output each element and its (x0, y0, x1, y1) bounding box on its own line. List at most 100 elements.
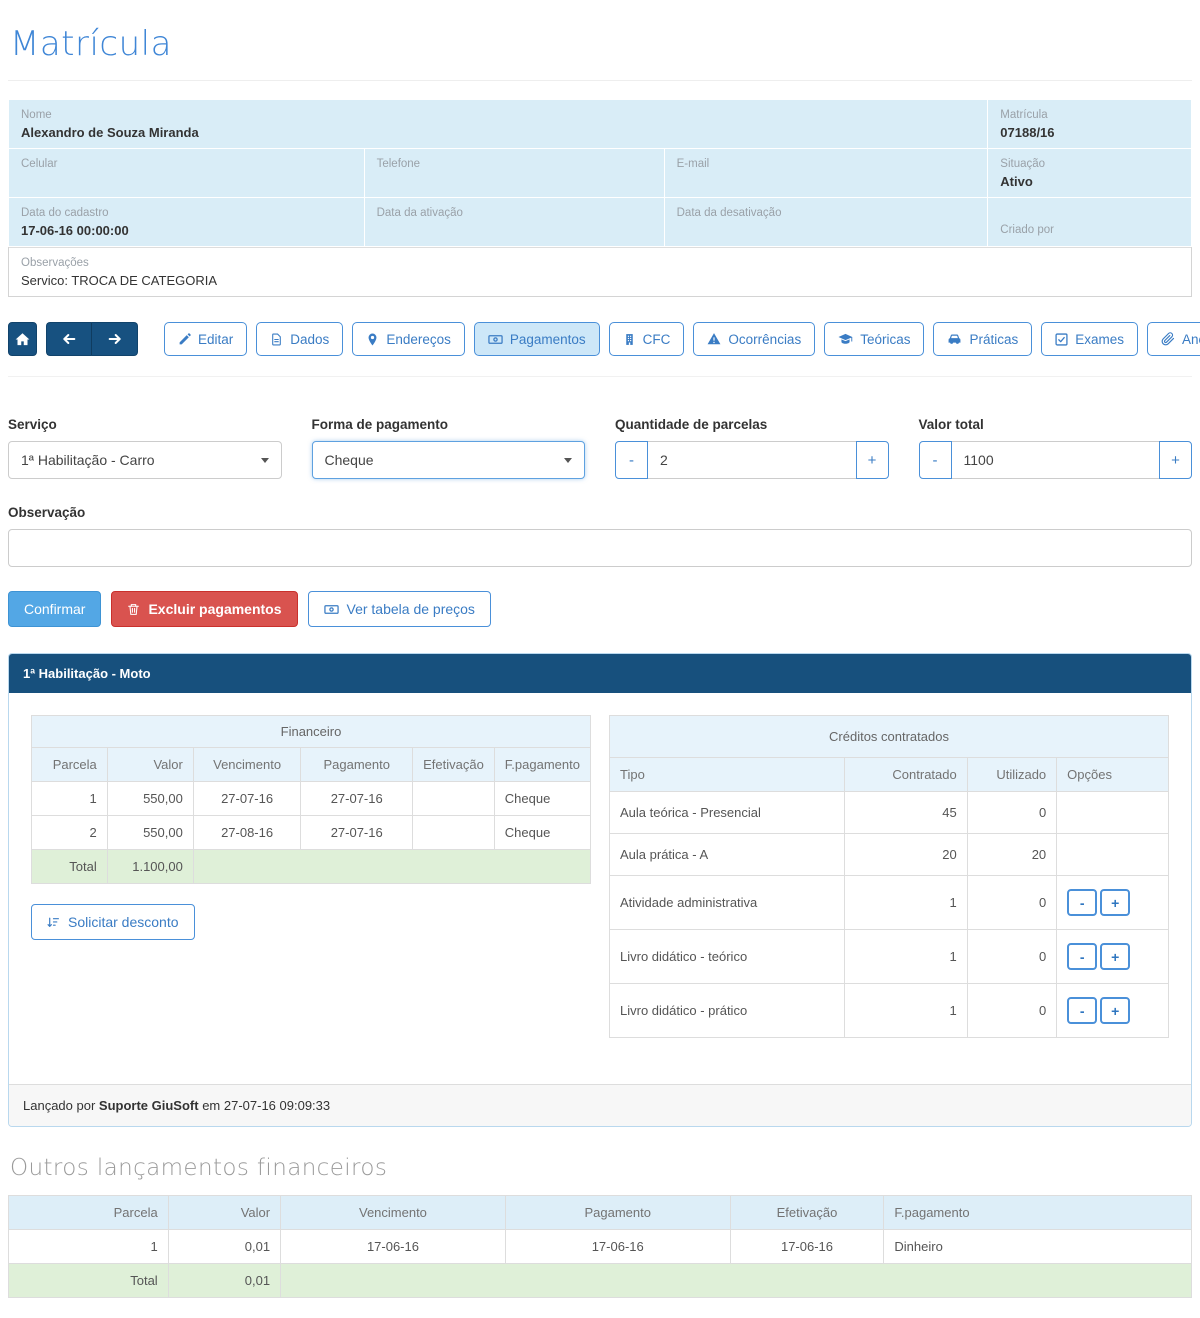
tab-ocorrencias[interactable]: Ocorrências (693, 322, 815, 356)
cell-tipo: Aula prática - A (610, 834, 845, 876)
table-row: Atividade administrativa 1 0 - + (610, 876, 1169, 930)
creditos-table: Créditos contratados Tipo Contratado Uti… (609, 715, 1169, 1038)
field-matricula-label: Matrícula (1000, 107, 1179, 123)
delete-payments-button[interactable]: Excluir pagamentos (111, 591, 297, 627)
cell-opcoes (1057, 792, 1169, 834)
cell-parcela: 2 (32, 816, 108, 850)
previous-record-button[interactable] (46, 322, 92, 356)
col-pagamento: Pagamento (505, 1196, 730, 1230)
servico-select[interactable]: 1ª Habilitação - Carro (8, 441, 282, 479)
tab-praticas[interactable]: Práticas (933, 322, 1032, 356)
map-pin-icon (366, 333, 379, 346)
form-actions: Confirmar Excluir pagamentos Ver tabela … (8, 591, 1192, 627)
cell-tipo: Livro didático - prático (610, 984, 845, 1038)
cell-pagamento: 27-07-16 (301, 816, 413, 850)
home-button[interactable] (8, 322, 37, 356)
cell-utilizado: 0 (967, 930, 1056, 984)
total-filler (281, 1264, 1192, 1298)
credit-increment-button[interactable]: + (1100, 889, 1130, 916)
money-icon (488, 332, 503, 347)
cell-vencimento: 17-06-16 (281, 1230, 506, 1264)
cell-parcela: 1 (32, 782, 108, 816)
forma-pagamento-field-group: Forma de pagamento Cheque (312, 417, 586, 479)
valor-total-input[interactable] (952, 441, 1160, 479)
forma-pagamento-label: Forma de pagamento (312, 417, 586, 432)
warning-icon (707, 332, 721, 346)
valor-increment-button[interactable]: + (1159, 441, 1192, 479)
divider (8, 376, 1192, 377)
parcelas-field-group: Quantidade de parcelas - + (615, 417, 889, 479)
total-value: 0,01 (168, 1264, 280, 1298)
col-efetivacao: Efetivação (730, 1196, 884, 1230)
credit-decrement-button[interactable]: - (1067, 997, 1097, 1024)
next-record-button[interactable] (92, 322, 138, 356)
parcelas-decrement-button[interactable]: - (615, 441, 648, 479)
record-nav-group (46, 322, 138, 356)
table-row: 1 0,01 17-06-16 17-06-16 17-06-16 Dinhei… (9, 1230, 1192, 1264)
toolbar: Editar Dados Endereços Pagamentos CFC (8, 322, 1192, 356)
field-criado-por-label: Criado por (1000, 222, 1179, 238)
service-panel-title: 1ª Habilitação - Moto (9, 654, 1191, 693)
field-data-ativacao-label: Data da ativação (377, 205, 652, 221)
request-discount-label: Solicitar desconto (68, 914, 179, 930)
parcelas-input[interactable] (648, 441, 856, 479)
credit-increment-button[interactable]: + (1100, 997, 1130, 1024)
graduation-cap-icon (838, 332, 853, 347)
cell-fpagamento: Cheque (494, 816, 590, 850)
observacao-input[interactable] (8, 529, 1192, 567)
cell-pagamento: 17-06-16 (505, 1230, 730, 1264)
table-row: 2 550,00 27-08-16 27-07-16 Cheque (32, 816, 591, 850)
tab-label: Dados (290, 332, 329, 347)
confirm-button[interactable]: Confirmar (8, 591, 101, 627)
parcelas-increment-button[interactable]: + (856, 441, 889, 479)
tab-anexos[interactable]: Anexos (1147, 322, 1200, 356)
valor-decrement-button[interactable]: - (919, 441, 952, 479)
tab-enderecos[interactable]: Endereços (352, 322, 465, 356)
forma-pagamento-select[interactable]: Cheque (312, 441, 586, 479)
col-opcoes: Opções (1057, 758, 1169, 792)
col-vencimento: Vencimento (193, 748, 301, 782)
cell-contratado: 45 (844, 792, 967, 834)
creditos-section: Créditos contratados Tipo Contratado Uti… (609, 715, 1169, 1038)
field-matricula-value: 07188/16 (1000, 125, 1179, 140)
table-row: 1 550,00 27-07-16 27-07-16 Cheque (32, 782, 591, 816)
cell-vencimento: 27-08-16 (193, 816, 301, 850)
field-criado-por: Criado por (988, 198, 1191, 246)
credit-decrement-button[interactable]: - (1067, 943, 1097, 970)
field-situacao: Situação Ativo (988, 149, 1191, 197)
footer-suffix: em 27-07-16 09:09:33 (199, 1098, 331, 1113)
payment-form: Serviço 1ª Habilitação - Carro Forma de … (8, 417, 1192, 479)
cell-fpagamento: Cheque (494, 782, 590, 816)
field-nome-label: Nome (21, 107, 975, 123)
tab-teoricas[interactable]: Teóricas (824, 322, 924, 356)
col-vencimento: Vencimento (281, 1196, 506, 1230)
field-nome: Nome Alexandro de Souza Miranda (9, 100, 987, 148)
total-row: Total 0,01 (9, 1264, 1192, 1298)
field-data-cadastro-label: Data do cadastro (21, 205, 352, 221)
tab-exames[interactable]: Exames (1041, 322, 1138, 356)
tab-pagamentos[interactable]: Pagamentos (474, 322, 600, 356)
credit-decrement-button[interactable]: - (1067, 889, 1097, 916)
credit-increment-button[interactable]: + (1100, 943, 1130, 970)
cell-tipo: Livro didático - teórico (610, 930, 845, 984)
tab-dados[interactable]: Dados (256, 322, 343, 356)
tab-label: Práticas (969, 332, 1018, 347)
field-email-label: E-mail (677, 156, 976, 172)
divider (8, 80, 1192, 81)
financeiro-section: Financeiro Parcela Valor Vencimento Paga… (31, 715, 591, 940)
chevron-down-icon (261, 458, 269, 463)
table-row: Livro didático - prático 1 0 - + (610, 984, 1169, 1038)
field-email-value (677, 174, 976, 189)
cell-fpagamento: Dinheiro (884, 1230, 1192, 1264)
trash-icon (127, 603, 140, 616)
tab-cfc[interactable]: CFC (609, 322, 685, 356)
field-celular: Celular (9, 149, 364, 197)
tab-editar[interactable]: Editar (164, 322, 247, 356)
price-table-button[interactable]: Ver tabela de preços (308, 591, 491, 627)
service-panel-body: Financeiro Parcela Valor Vencimento Paga… (9, 693, 1191, 1084)
field-situacao-label: Situação (1000, 156, 1179, 172)
home-icon (15, 332, 30, 347)
request-discount-button[interactable]: Solicitar desconto (31, 904, 195, 940)
field-observacoes-value: Servico: TROCA DE CATEGORIA (21, 273, 1179, 288)
valor-total-stepper: - + (919, 441, 1193, 479)
